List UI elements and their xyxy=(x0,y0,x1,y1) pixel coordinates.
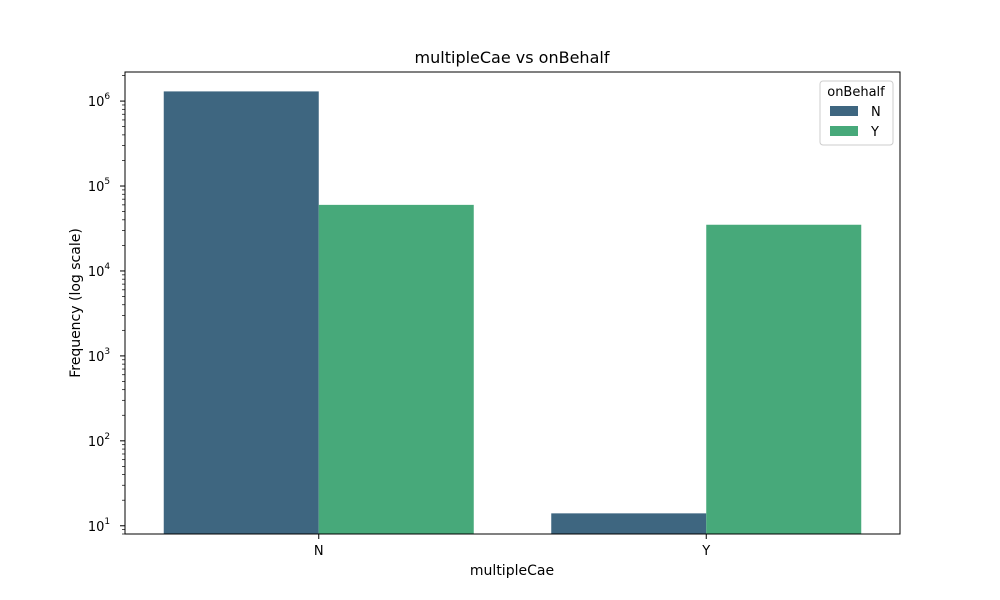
bar-Y-N xyxy=(551,513,707,534)
bar-Y-Y xyxy=(706,224,862,534)
legend-label-N: N xyxy=(871,105,881,120)
legend-title: onBehalf xyxy=(827,85,885,100)
y-tick-exponent: 6 xyxy=(104,92,110,102)
legend: onBehalf NY xyxy=(819,80,894,146)
y-tick-exponent: 5 xyxy=(104,177,110,187)
bars-group xyxy=(163,91,862,535)
y-tick-exponent: 3 xyxy=(104,347,110,357)
chart-title: multipleCae vs onBehalf xyxy=(415,48,610,67)
bar-N-N xyxy=(163,91,319,535)
y-axis-ticks: 101 102 103 104 105 106 xyxy=(88,75,125,535)
y-axis-label: Frequency (log scale) xyxy=(68,228,84,378)
y-tick-exponent: 1 xyxy=(104,517,110,527)
legend-label-Y: Y xyxy=(870,125,879,140)
y-tick-exponent: 4 xyxy=(104,262,110,272)
legend-swatch-Y xyxy=(830,126,858,136)
y-tick-label: 105 xyxy=(88,177,110,195)
bar-N-Y xyxy=(318,204,474,534)
y-tick-exponent: 2 xyxy=(104,432,110,442)
legend-swatch-N xyxy=(830,106,858,116)
x-axis-label: multipleCae xyxy=(470,563,554,579)
y-tick-label: 102 xyxy=(88,432,110,450)
plot-frame xyxy=(124,71,901,535)
legend-items: NY xyxy=(830,105,881,140)
y-tick-label: 103 xyxy=(88,347,110,365)
y-tick-label: 104 xyxy=(88,262,111,280)
y-tick-label: 106 xyxy=(88,92,111,110)
y-tick-label: 101 xyxy=(88,517,110,535)
x-tick-label: Y xyxy=(701,544,710,559)
x-tick-label: N xyxy=(314,544,324,559)
